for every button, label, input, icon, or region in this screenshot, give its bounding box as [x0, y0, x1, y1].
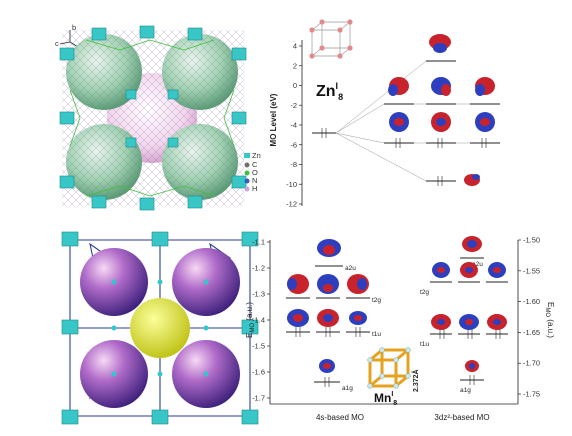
bottom-orbital-lobes	[287, 236, 507, 373]
y-tick-label: -1.7	[252, 394, 265, 403]
legend-c: C	[252, 160, 258, 169]
y-tick-label: -1.4	[252, 316, 265, 325]
bottom-electron-arrows	[295, 327, 501, 387]
y-tick-label: 4	[293, 42, 297, 51]
legend-n: N	[252, 176, 257, 185]
mn-cubes	[61, 231, 259, 425]
mn8-label: MnI8	[374, 391, 397, 407]
y-tick-label: -1.50	[523, 236, 540, 245]
y-tick-label: -8	[290, 160, 297, 169]
right-level-t1u: t1u	[420, 341, 429, 348]
y-tick-label: -1.75	[523, 390, 540, 399]
y-tick-label: -1.6	[252, 368, 265, 377]
y-tick-label: -6	[290, 140, 297, 149]
y-tick-label: -12	[286, 200, 297, 209]
y-tick-label: -1.2	[252, 264, 265, 273]
y-tick-label: -10	[286, 180, 297, 189]
y-tick-label: -1.70	[523, 359, 540, 368]
mn-framework-image	[61, 231, 259, 425]
left-level-t2g: t2g	[372, 297, 381, 304]
top-y-ticks: 4 2 0 -2 -4 -6 -8 -10 -12	[286, 42, 302, 209]
legend-zn: Zn	[252, 151, 261, 160]
bottom-left-y-axis-label: EMO (a.u.)	[245, 302, 256, 338]
top-correlation-lines	[335, 60, 470, 182]
zn-mo-diagram: 4 2 0 -2 -4 -6 -8 -10 -12 MO Level (eV) ZnI8	[269, 19, 500, 209]
central-cage-yellow	[130, 298, 190, 358]
bottom-left-y-ticks: -1.1 -1.2 -1.3 -1.4 -1.5 -1.6 -1.7	[252, 238, 270, 403]
top-orbital-lobes	[388, 34, 495, 186]
axis-c-label: c	[55, 39, 59, 48]
mn8-cube-icon	[367, 347, 411, 389]
y-tick-label: -2	[290, 101, 297, 110]
mn-nodes	[111, 279, 209, 377]
y-tick-label: -1.3	[252, 290, 265, 299]
framework-mesh	[62, 30, 244, 206]
y-tick-label: 0	[293, 81, 297, 90]
y-tick-label: -1.65	[523, 328, 540, 337]
top-electron-arrows	[321, 128, 487, 186]
left-level-t1u: t1u	[372, 331, 381, 338]
mn-mo-diagram: -1.1-1.2-1.3-1.4-1.5-1.6-1.7 -1.50-1.55-…	[245, 236, 555, 423]
y-tick-label: -1.1	[252, 238, 265, 247]
top-mo-levels	[312, 60, 500, 182]
bottom-right-levels	[430, 257, 508, 381]
top-y-axis-label: MO Level (eV)	[269, 93, 278, 146]
y-tick-label: -1.5	[252, 342, 265, 351]
bottom-right-y-axis-label: EMO (a.u.)	[544, 302, 555, 338]
legend-o: O	[252, 168, 258, 177]
right-level-a2u: a2u	[472, 261, 483, 268]
y-tick-label: -1.55	[523, 266, 540, 275]
bottom-left-levels	[286, 265, 370, 383]
zn8-cube-icon	[309, 19, 353, 59]
left-level-a2u: a2u	[345, 265, 356, 272]
y-tick-label: 2	[293, 61, 297, 70]
y-tick-label: -1.60	[523, 297, 540, 306]
axis-b-label: b	[72, 23, 76, 32]
zn8-label: ZnI8	[316, 81, 343, 102]
legend-h: H	[252, 184, 257, 193]
bond-length-label: 2.372Å	[411, 369, 420, 392]
zn-framework-image: b c a	[55, 23, 261, 211]
y-tick-label: -4	[290, 121, 297, 130]
bottom-level-labels: a2u t2g t1u a1g a2u t2g t1u a1g	[342, 261, 483, 394]
green-links	[69, 39, 235, 197]
bottom-x-label-left: 4s-based MO	[316, 413, 364, 422]
element-legend: Zn C O N H	[244, 151, 261, 193]
bottom-right-y-ticks: -1.50 -1.55 -1.60 -1.65 -1.70 -1.75	[518, 236, 540, 399]
zn-cubes	[59, 25, 247, 211]
right-level-a1g: a1g	[460, 387, 471, 394]
left-level-a1g: a1g	[342, 385, 353, 392]
bottom-x-label-right: 3dz²-based MO	[434, 413, 489, 422]
right-level-t2g: t2g	[420, 289, 429, 296]
